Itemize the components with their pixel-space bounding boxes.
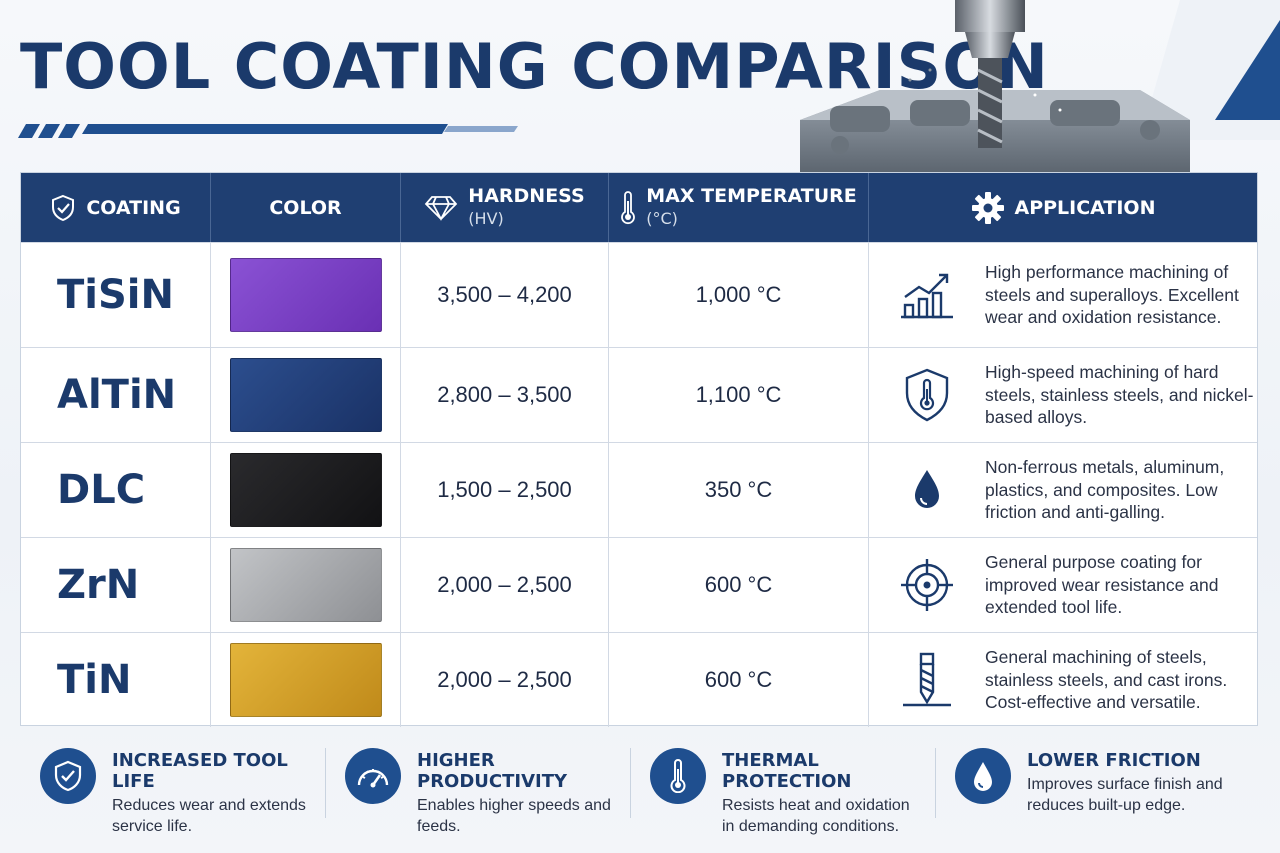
hardness-value: 2,000 – 2,500 — [401, 633, 609, 727]
feature-description: Reduces wear and extends service life. — [112, 797, 306, 835]
feature-title: THERMAL PROTECTION — [722, 750, 852, 792]
page-title: TOOL COATING COMPARISON — [20, 30, 1049, 103]
benefits-footer: INCREASED TOOL LIFE Reduces wear and ext… — [20, 742, 1260, 835]
coating-name: TiN — [21, 633, 211, 727]
feature-description: Improves surface finish and reduces buil… — [1027, 776, 1223, 814]
color-swatch — [229, 548, 382, 622]
hardness-value: 3,500 – 4,200 — [401, 243, 609, 347]
application-text: High-speed machining of hard steels, sta… — [985, 361, 1254, 428]
feature-higher-productivity: HIGHER PRODUCTIVITY Enables higher speed… — [325, 742, 630, 835]
hardness-value: 2,800 – 3,500 — [401, 348, 609, 442]
thermometer-icon — [621, 190, 636, 224]
shield-check-icon — [52, 194, 75, 221]
hero-banner: TOOL COATING COMPARISON — [0, 0, 1280, 172]
application-text: General purpose coating for improved wea… — [985, 551, 1219, 618]
temperature-value: 600 °C — [609, 633, 869, 727]
temperature-value: 600 °C — [609, 538, 869, 632]
application-cell: High performance machining of steels and… — [869, 243, 1257, 347]
temperature-value: 350 °C — [609, 443, 869, 537]
color-swatch — [229, 258, 382, 332]
table-header: COATING COLOR HARDNESS (HV) MAX TEMPERAT… — [21, 173, 1257, 242]
application-text: General machining of steels, stainless s… — [985, 646, 1228, 713]
feature-title: INCREASED TOOL LIFE — [112, 750, 288, 792]
feature-description: Resists heat and oxidation in demanding … — [722, 797, 910, 835]
color-cell — [211, 348, 401, 442]
table-row: DLC 1,500 – 2,500 350 °C Non-ferrous met… — [21, 442, 1257, 537]
cnc-milling-illustration — [800, 0, 1280, 172]
hardness-value: 1,500 – 2,500 — [401, 443, 609, 537]
application-cell: General machining of steels, stainless s… — [869, 633, 1257, 727]
color-cell — [211, 243, 401, 347]
color-cell — [211, 443, 401, 537]
coating-name: AlTiN — [21, 348, 211, 442]
feature-title: HIGHER PRODUCTIVITY — [417, 750, 568, 792]
color-cell — [211, 633, 401, 727]
coating-name: ZrN — [21, 538, 211, 632]
application-cell: Non-ferrous metals, aluminum, plastics, … — [869, 443, 1257, 537]
shield-check-icon — [40, 748, 96, 804]
header-hardness: HARDNESS (HV) — [401, 173, 609, 242]
table-row: TiSiN 3,500 – 4,200 1,000 °C High perfor… — [21, 242, 1257, 347]
color-swatch — [229, 453, 382, 527]
feature-thermal-protection: THERMAL PROTECTION Resists heat and oxid… — [630, 742, 935, 835]
shield-thermometer-icon — [905, 368, 949, 422]
speedometer-icon — [345, 748, 401, 804]
temperature-value: 1,000 °C — [609, 243, 869, 347]
header-max-temperature: MAX TEMPERATURE (°C) — [609, 173, 869, 242]
table-row: ZrN 2,000 – 2,500 600 °C General purpose… — [21, 537, 1257, 632]
gear-icon — [971, 191, 1004, 224]
growth-chart-icon — [901, 273, 953, 319]
color-swatch — [229, 643, 382, 717]
feature-description: Enables higher speeds and feeds. — [417, 797, 611, 835]
coating-name: DLC — [21, 443, 211, 537]
title-underline-stripes — [18, 124, 518, 138]
header-application: APPLICATION — [869, 173, 1257, 242]
color-swatch — [229, 358, 382, 432]
feature-lower-friction: LOWER FRICTION Improves surface finish a… — [935, 742, 1240, 832]
hardness-value: 2,000 – 2,500 — [401, 538, 609, 632]
drill-bit-icon — [903, 652, 951, 707]
header-color: COLOR — [211, 173, 401, 242]
drop-icon — [915, 470, 939, 508]
temperature-value: 1,100 °C — [609, 348, 869, 442]
feature-increased-tool-life: INCREASED TOOL LIFE Reduces wear and ext… — [20, 742, 325, 835]
table-row: AlTiN 2,800 – 3,500 1,100 °C High-speed … — [21, 347, 1257, 442]
application-text: High performance machining of steels and… — [985, 261, 1239, 328]
header-coating: COATING — [21, 173, 211, 242]
drop-icon — [955, 748, 1011, 804]
thermometer-icon — [650, 748, 706, 804]
coating-comparison-table: COATING COLOR HARDNESS (HV) MAX TEMPERAT… — [20, 172, 1258, 727]
coating-name: TiSiN — [21, 243, 211, 347]
application-text: Non-ferrous metals, aluminum, plastics, … — [985, 456, 1225, 523]
application-cell: High-speed machining of hard steels, sta… — [869, 348, 1257, 442]
application-cell: General purpose coating for improved wea… — [869, 538, 1257, 632]
color-cell — [211, 538, 401, 632]
diamond-icon — [425, 195, 458, 221]
table-row: TiN 2,000 – 2,500 600 °C General machini… — [21, 632, 1257, 727]
feature-title: LOWER FRICTION — [1027, 750, 1201, 771]
target-icon — [901, 559, 953, 611]
